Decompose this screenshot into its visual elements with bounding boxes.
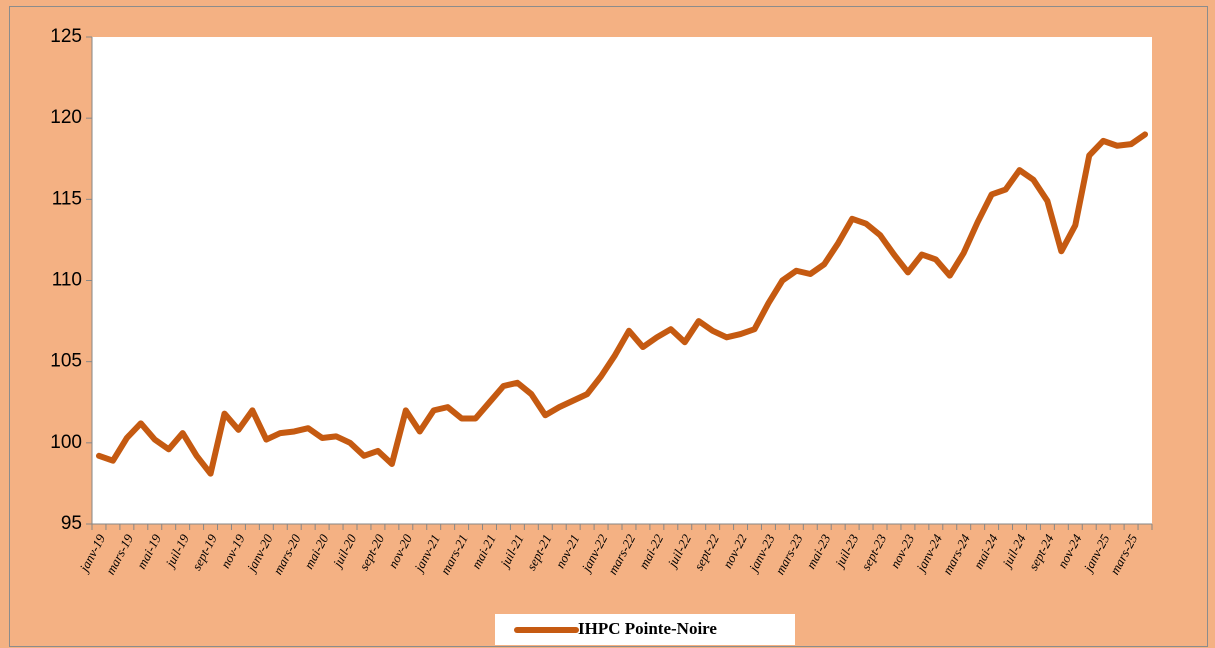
y-tick-label: 125: [50, 26, 82, 47]
y-tick-label: 105: [50, 351, 82, 372]
y-tick-label: 100: [50, 432, 82, 453]
chart-border: [9, 6, 1208, 647]
plot-area: [92, 37, 1152, 524]
y-tick-label: 95: [61, 513, 82, 534]
series-line: [95, 131, 1149, 477]
y-tick-label: 110: [52, 270, 82, 291]
y-tick-label: 115: [52, 188, 82, 209]
y-tick-label: 120: [50, 107, 82, 128]
legend-label: IHPC Pointe-Noire: [578, 619, 717, 638]
